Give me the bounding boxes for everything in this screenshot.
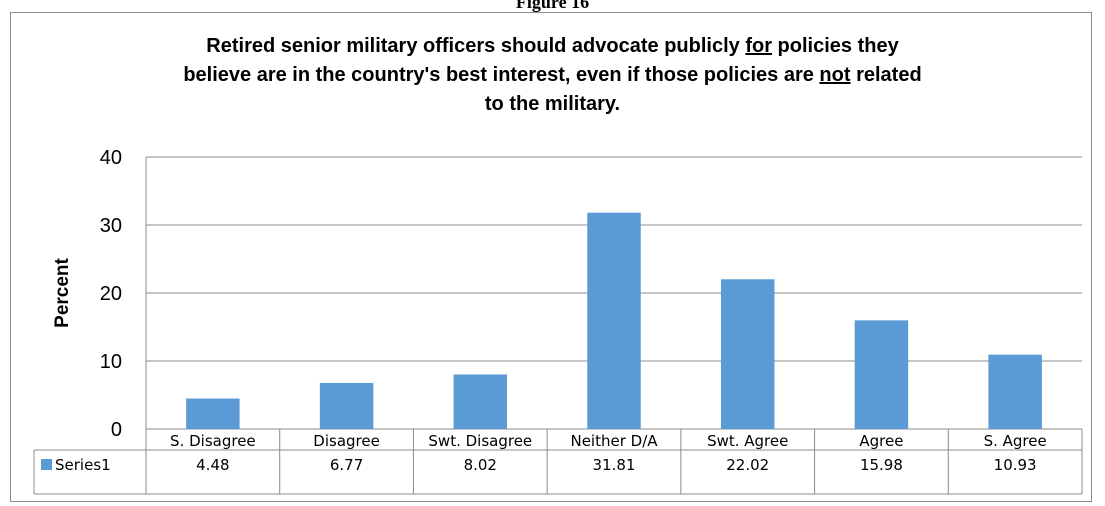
data-table-value: 31.81: [593, 456, 636, 474]
chart-title: Retired senior military officers should …: [0, 32, 1105, 119]
chart-title-part: related: [850, 64, 922, 86]
data-table-value: 4.48: [196, 456, 229, 474]
y-tick-label: 20: [100, 283, 122, 305]
legend-swatch: [41, 459, 52, 470]
bar: [186, 398, 240, 429]
x-tick-label: Agree: [859, 432, 903, 450]
x-tick-label: Swt. Disagree: [428, 432, 532, 450]
data-table-value: 22.02: [726, 456, 769, 474]
x-tick-label: Disagree: [313, 432, 380, 450]
bar: [587, 212, 641, 429]
x-tick-label: Neither D/A: [570, 432, 658, 450]
data-table-value: 10.93: [994, 456, 1037, 474]
chart-title-part: believe are in the country's best intere…: [183, 64, 820, 86]
data-table-value: 8.02: [464, 456, 497, 474]
x-tick-label: Swt. Agree: [707, 432, 788, 450]
y-tick-label: 0: [111, 419, 122, 441]
bar: [854, 320, 909, 429]
x-tick-label: S. Disagree: [170, 432, 256, 450]
bar: [720, 279, 775, 429]
bar: [988, 354, 1042, 429]
chart-title-part: not: [819, 64, 851, 86]
chart-title-part: for: [745, 35, 772, 57]
chart-title-part: to the military.: [484, 93, 621, 115]
bar: [319, 382, 374, 429]
chart-title-part: policies they: [772, 35, 899, 57]
data-table-value: 15.98: [860, 456, 903, 474]
bar: [453, 374, 508, 429]
y-axis-label: Percent: [52, 257, 73, 327]
figure-caption: Figure 16: [515, 0, 590, 12]
data-table-value: 6.77: [330, 456, 363, 474]
x-tick-label: S. Agree: [984, 432, 1047, 450]
chart-title-part: Retired senior military officers should …: [206, 35, 746, 57]
y-tick-label: 40: [100, 147, 122, 169]
y-tick-label: 30: [100, 215, 122, 237]
legend-label: Series1: [55, 456, 111, 474]
y-tick-label: 10: [100, 351, 122, 373]
